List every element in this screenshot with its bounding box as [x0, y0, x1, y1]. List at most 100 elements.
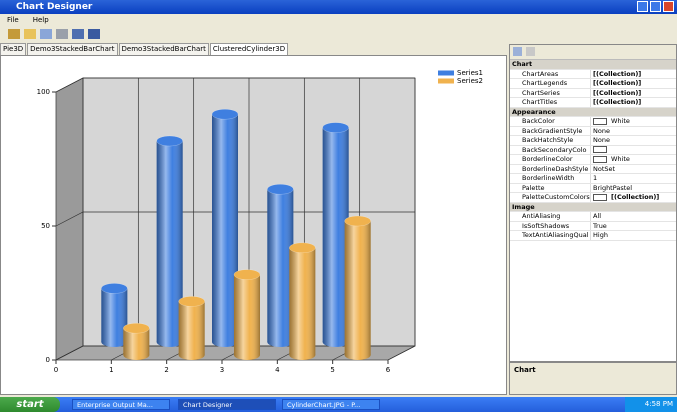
property-row[interactable]: TextAntiAliasingQual High [510, 231, 676, 241]
color-swatch [593, 193, 607, 201]
property-name: IsSoftShadows [510, 221, 591, 230]
property-name: BackSecondaryColo [510, 145, 591, 154]
property-text: NotSet [593, 164, 616, 173]
tab[interactable]: ClusteredCylinder3D [209, 43, 289, 55]
property-group[interactable]: Appearance [510, 107, 676, 117]
cylinder [289, 242, 316, 360]
cylinder-top [344, 215, 371, 227]
property-name: BackColor [510, 117, 591, 126]
menu-item[interactable]: Help [32, 16, 49, 24]
title-bar: Chart Designer [0, 0, 677, 14]
color-swatch [593, 155, 607, 163]
tool-button[interactable] [72, 29, 84, 39]
property-row[interactable]: BorderlineWidth 1 [510, 174, 676, 184]
minimize-button[interactable] [637, 1, 648, 12]
close-button[interactable] [663, 1, 674, 12]
cylinder-shade [101, 288, 128, 342]
tab[interactable]: Demo3StackedBarChart [27, 43, 118, 55]
property-value [591, 146, 611, 155]
property-row[interactable]: BackHatchStyle None [510, 136, 676, 146]
tool-button[interactable] [88, 29, 100, 39]
tool-button[interactable] [40, 29, 52, 39]
cylinder-shade [289, 247, 316, 355]
property-text: All [593, 212, 602, 220]
property-value: [(Collection)] [591, 79, 641, 88]
x-tick-label: 4 [275, 366, 280, 374]
property-row[interactable]: BorderlineColor White [510, 155, 676, 165]
tool-button[interactable] [8, 29, 20, 39]
alphabetical-button[interactable] [526, 47, 536, 56]
tab[interactable]: Pie3D [0, 43, 27, 55]
property-row[interactable]: ChartTitles [(Collection)] [510, 98, 676, 108]
property-name: BackGradientStyle [510, 126, 591, 135]
cylinder-shade [156, 141, 183, 342]
property-name: BorderlineColor [510, 155, 591, 164]
maximize-button[interactable] [650, 1, 661, 12]
property-name: PaletteCustomColors [510, 193, 591, 202]
property-text: [(Collection)] [593, 79, 642, 87]
property-text: [(Collection)] [593, 88, 642, 97]
cylinder-top [123, 322, 150, 334]
property-toolbar [510, 45, 676, 60]
property-row[interactable]: Palette BrightPastel [510, 183, 676, 193]
property-value: High [591, 231, 608, 240]
property-name: BorderlineDashStyle [510, 164, 591, 173]
property-value: White [591, 117, 630, 126]
property-row[interactable]: ChartSeries [(Collection)] [510, 88, 676, 98]
property-group[interactable]: Image [510, 202, 676, 212]
property-rows: Chart ChartAreas [(Collection)] ChartLegend… [510, 60, 676, 241]
property-text: High [593, 231, 608, 239]
taskbar-item[interactable]: Chart Designer [178, 399, 276, 410]
property-name: ChartAreas [510, 69, 591, 78]
clock: 4:58 PM [625, 397, 677, 412]
property-value: [(Collection)] [591, 70, 641, 79]
categorized-button[interactable] [513, 47, 522, 56]
cylinder [233, 269, 261, 360]
property-row[interactable]: BackSecondaryColo [510, 145, 676, 155]
tab[interactable]: Demo3StackedBarChart [118, 43, 209, 55]
property-value: True [591, 222, 607, 231]
property-value: [(Collection)] [591, 89, 641, 98]
property-name: BackHatchStyle [510, 136, 591, 145]
description: Chart [514, 366, 536, 374]
property-name: ChartTitles [510, 98, 591, 107]
property-name: AntiAliasing [510, 212, 591, 221]
property-group[interactable]: Chart [510, 60, 676, 70]
property-row[interactable]: BackGradientStyle None [510, 126, 676, 136]
tool-button[interactable] [56, 29, 68, 39]
tool-button[interactable] [24, 29, 36, 39]
cylinder-top [178, 296, 205, 307]
property-value: [(Collection)] [591, 193, 659, 202]
y-tick-label: 50 [41, 222, 50, 230]
property-row[interactable]: AntiAliasing All [510, 212, 676, 222]
legend-swatch [438, 78, 454, 84]
menu-bar: File Help [0, 14, 677, 26]
taskbar-item[interactable]: Enterprise Output Ma... [72, 399, 170, 410]
cylinder-top [233, 269, 261, 280]
property-name: ChartLegends [510, 79, 591, 88]
menu-item[interactable]: File [7, 16, 19, 24]
property-value: White [591, 155, 630, 164]
property-row[interactable]: BorderlineDashStyle NotSet [510, 164, 676, 174]
cylinder-top [211, 108, 239, 120]
start-button[interactable]: start [0, 397, 60, 412]
property-row[interactable]: PaletteCustomColors [(Collection)] [510, 193, 676, 203]
color-swatch [593, 146, 607, 153]
cylinder-shade [267, 189, 294, 342]
property-row[interactable]: ChartAreas [(Collection)] [510, 69, 676, 79]
cylinder-shade [322, 127, 349, 342]
taskbar-item[interactable]: CylinderChart.JPG - P... [282, 399, 380, 410]
property-row[interactable]: BackColor White [510, 117, 676, 127]
property-row[interactable]: ChartLegends [(Collection)] [510, 79, 676, 89]
property-text: [(Collection)] [611, 193, 660, 201]
property-text: BrightPastel [593, 183, 633, 192]
x-tick-label: 0 [54, 366, 58, 374]
cylinder [178, 296, 205, 360]
cylinder-shade [234, 274, 260, 355]
description-pane: Chart [509, 362, 677, 395]
property-value: None [591, 127, 610, 136]
cylinder [322, 122, 349, 347]
property-row[interactable]: IsSoftShadows True [510, 221, 676, 231]
property-name: BorderlineWidth [510, 174, 591, 183]
